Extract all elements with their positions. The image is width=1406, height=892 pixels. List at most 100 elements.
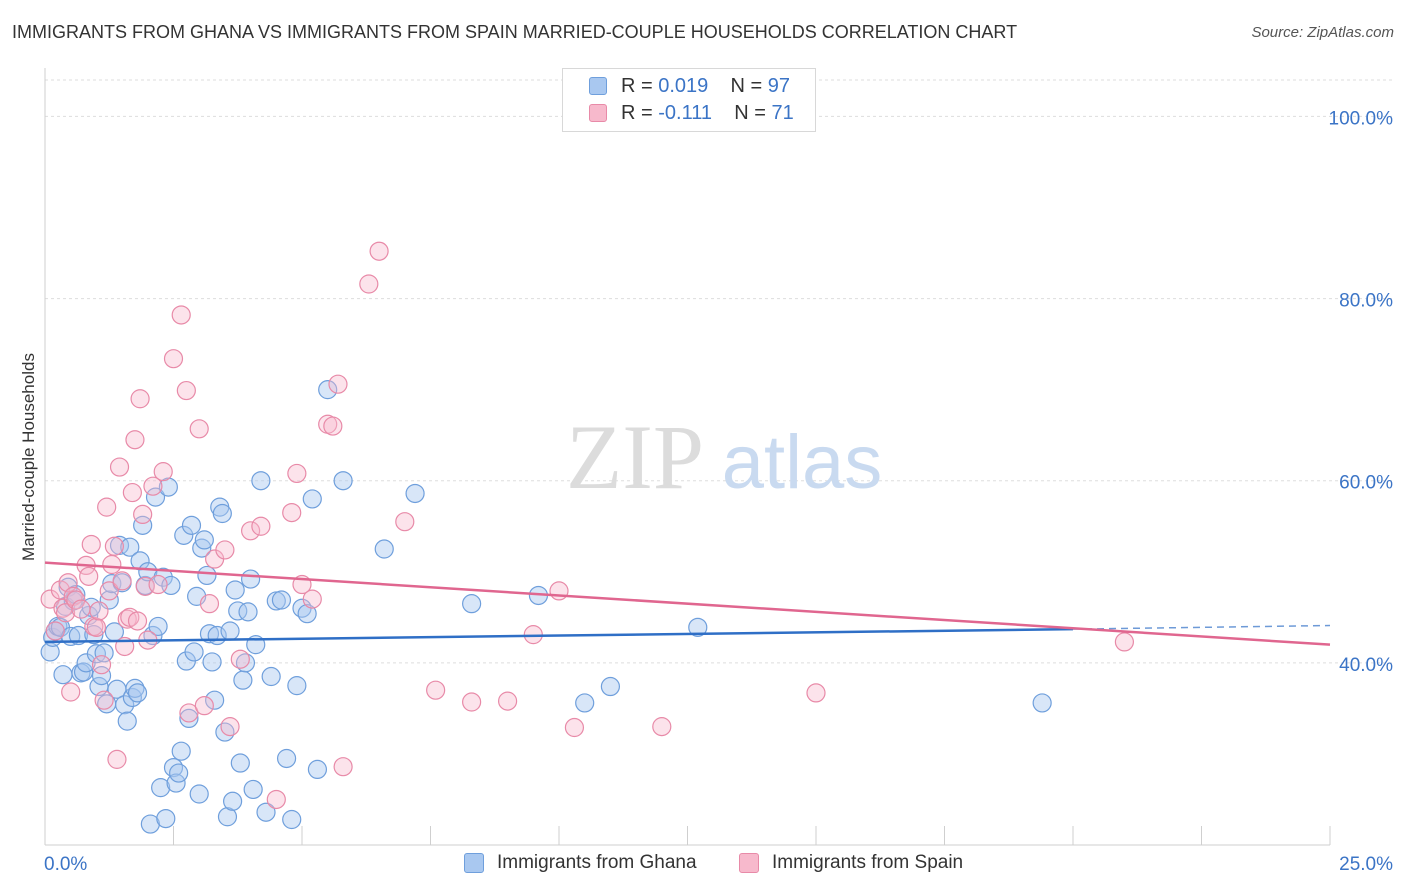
spain-point (104, 536, 124, 556)
spain-point (109, 457, 130, 477)
spain-point (230, 649, 250, 669)
spain-point (462, 692, 482, 712)
spain-point (143, 476, 163, 496)
legend-n-label-spain: N = (734, 102, 766, 124)
ghana-point (163, 757, 184, 778)
spain-point (45, 621, 65, 641)
ghana-point (194, 530, 214, 550)
ghana-point (148, 616, 168, 637)
spain-point (99, 581, 119, 601)
spain-point (498, 691, 518, 711)
ghana-point (179, 708, 199, 729)
ghana-trend-line (44, 627, 1074, 644)
spain-point (241, 521, 261, 541)
spain-point (266, 789, 286, 810)
ghana-point (333, 471, 353, 491)
watermark: ZIP atlas (566, 406, 882, 508)
ghana-point (184, 642, 204, 662)
legend-r-value-ghana: 0.019 (658, 75, 709, 97)
spain-point (215, 540, 235, 560)
series-label-ghana: Immigrants from Ghana (497, 852, 697, 873)
ghana-point (225, 580, 245, 600)
ghana-point (205, 690, 225, 710)
spain-point (94, 690, 114, 710)
ghana-point (243, 779, 263, 800)
series-label-spain: Immigrants from Spain (772, 852, 964, 873)
legend-r-label-ghana: R = (621, 75, 653, 97)
legend-text-spain: R = -0.111 N = 71 (621, 102, 794, 125)
ghana-point (68, 625, 89, 646)
spain-point (107, 749, 127, 769)
legend-r-label-spain: R = (621, 102, 653, 124)
ghana-point (220, 621, 240, 641)
spain-point (133, 504, 153, 525)
spain-point (153, 462, 173, 482)
spain-points (40, 241, 1135, 810)
spain-point (199, 594, 220, 614)
x-tick-label-min: 0.0% (44, 854, 87, 875)
spain-point (395, 512, 415, 532)
spain-point (127, 611, 148, 631)
legend-swatch-ghana (589, 77, 607, 95)
spain-point (189, 419, 209, 439)
ghana-point (115, 695, 135, 715)
spain-point (333, 757, 353, 777)
series-swatch-spain (739, 853, 759, 873)
ghana-point (1032, 693, 1052, 713)
ghana-point (133, 515, 153, 535)
ghana-point (94, 643, 114, 663)
ghana-point (600, 676, 621, 697)
ghana-point (235, 653, 256, 673)
ghana-point (86, 644, 107, 664)
ghana-point (233, 670, 253, 690)
spain-point (130, 389, 150, 409)
spain-point (171, 305, 191, 325)
ghana-trend-extension (1072, 624, 1331, 630)
trend-lines (44, 561, 1331, 646)
ghana-point (189, 784, 209, 804)
axes (44, 68, 1331, 846)
watermark-atlas: atlas (722, 420, 883, 505)
ghana-point (462, 594, 482, 614)
ghana-point (181, 515, 202, 535)
ghana-point (405, 483, 425, 504)
spain-point (112, 571, 132, 591)
spain-point (806, 683, 826, 703)
ghana-point (151, 778, 171, 798)
ghana-point (91, 666, 112, 686)
ghana-point (171, 741, 191, 761)
ghana-point (307, 759, 328, 780)
ghana-point (169, 763, 189, 783)
spain-point (163, 349, 184, 369)
spain-point (81, 534, 101, 555)
spain-point (89, 601, 109, 621)
ghana-point (217, 807, 238, 827)
source-label: Source: ZipAtlas.com (1251, 24, 1394, 41)
ghana-point (238, 602, 258, 622)
series-legend: Immigrants from Ghana Immigrants from Sp… (0, 852, 1406, 878)
legend-swatch-spain (589, 104, 607, 122)
legend-text-ghana: R = 0.019 N = 97 (621, 75, 790, 98)
ghana-point (84, 625, 104, 645)
spain-point (176, 380, 196, 401)
ghana-points (40, 380, 1052, 834)
spain-point (220, 717, 240, 737)
y-tick-label: 100.0% (1329, 108, 1394, 129)
ghana-point (223, 791, 243, 811)
ghana-point (241, 569, 261, 589)
spain-point (86, 617, 107, 637)
axis-labels: 40.0% 60.0% 80.0% 100.0% 0.0% 25.0% Married-co… (19, 108, 1393, 875)
ghana-point (282, 809, 302, 830)
spain-point (328, 374, 348, 394)
ghana-point (199, 624, 220, 644)
spain-point (91, 655, 112, 675)
legend-n-value-spain: 71 (771, 102, 794, 124)
ghana-point (156, 808, 176, 829)
legend-n-label-ghana: N = (730, 75, 763, 97)
ghana-point (374, 539, 394, 559)
spain-point (194, 696, 214, 716)
ghana-point (287, 676, 307, 696)
ghana-point (261, 666, 281, 687)
spain-point (302, 589, 322, 609)
